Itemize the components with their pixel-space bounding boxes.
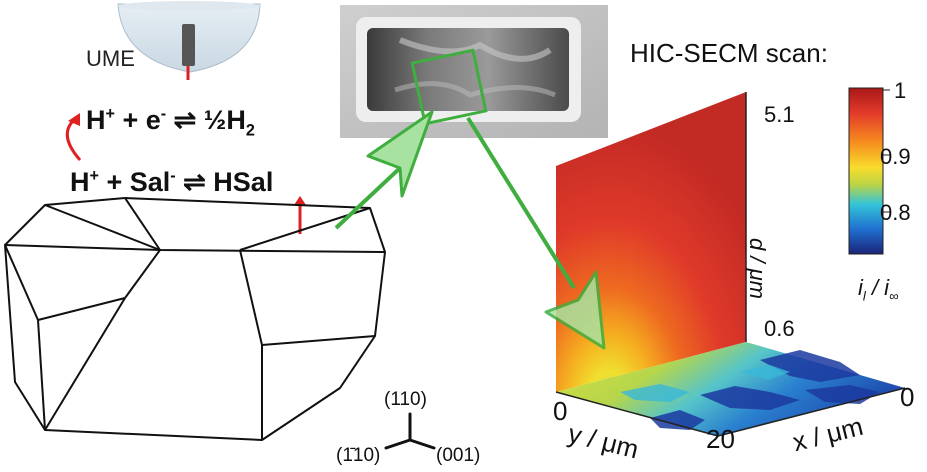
- floor-blue-patches: [650, 350, 880, 430]
- miller-left: (1̄10): [336, 445, 381, 466]
- arrow-head-down: [544, 270, 606, 350]
- colorbar-label-sub1: l: [862, 288, 866, 304]
- eq1-h-charge: +: [105, 105, 115, 123]
- arrow-sem-to-plot: [466, 116, 606, 350]
- x-axis-zero: 0: [900, 382, 915, 412]
- ume-label: UME: [86, 46, 135, 71]
- colorbar-tick-0.8: 0.8: [880, 200, 911, 225]
- eq1-product-sub: 2: [245, 121, 255, 140]
- sem-scan-region: [410, 48, 488, 126]
- eq1-electron-charge: -: [160, 105, 167, 123]
- arrow-head-up: [366, 110, 434, 198]
- eq2-h: H: [70, 167, 90, 197]
- eq2-equilibrium-arrow: ⇌: [175, 167, 214, 197]
- y-axis-max: 20: [706, 424, 735, 454]
- red-curved-arrowhead: [68, 113, 80, 126]
- arrow-crystal-to-sem: [334, 110, 434, 230]
- d-axis-top: 5.1: [764, 102, 795, 127]
- miller-up: (110): [384, 389, 427, 410]
- equation-hydrogen: H+ + e- ⇌ ½H2: [86, 106, 255, 139]
- eq2-product: HSal: [213, 167, 274, 197]
- red-curved-arrow: [65, 118, 82, 161]
- eq1-product: ½H: [203, 105, 246, 135]
- eq1-equilibrium-arrow: ⇌: [166, 105, 204, 135]
- eq1-electron: + e: [114, 105, 161, 135]
- colorbar-label-i: i: [858, 275, 863, 300]
- floor-cyan-patches: [620, 365, 790, 402]
- miller-right: (001): [436, 445, 481, 466]
- eq2-h-charge: +: [89, 167, 99, 185]
- red-tip-arrowhead: [294, 196, 306, 205]
- y-axis-line: [555, 391, 719, 437]
- ume-wire: [182, 24, 195, 66]
- x-axis-line: [717, 387, 906, 437]
- colorbar-tick-1: 1: [894, 78, 907, 103]
- colorbar-gradient: [848, 87, 884, 255]
- eq2-sal-charge: -: [170, 167, 176, 185]
- colorbar-label: il / i∞: [858, 277, 898, 303]
- y-axis-zero: 0: [553, 396, 568, 426]
- eq2-sal: + Sal: [98, 167, 171, 197]
- ume-top-rim: [118, 1, 260, 11]
- equation-salicylate: H+ + Sal- ⇌ HSal: [70, 168, 273, 196]
- d-axis-bottom: 0.6: [764, 316, 795, 341]
- colorbar-tick-0.9: 0.9: [880, 144, 911, 169]
- back-wall-surface: [556, 92, 746, 392]
- colorbar-label-sub2: ∞: [889, 288, 899, 304]
- scan-title: HIC-SECM scan:: [630, 38, 828, 68]
- colorbar-label-slash: / i: [865, 275, 890, 300]
- eq1-h: H: [86, 105, 106, 135]
